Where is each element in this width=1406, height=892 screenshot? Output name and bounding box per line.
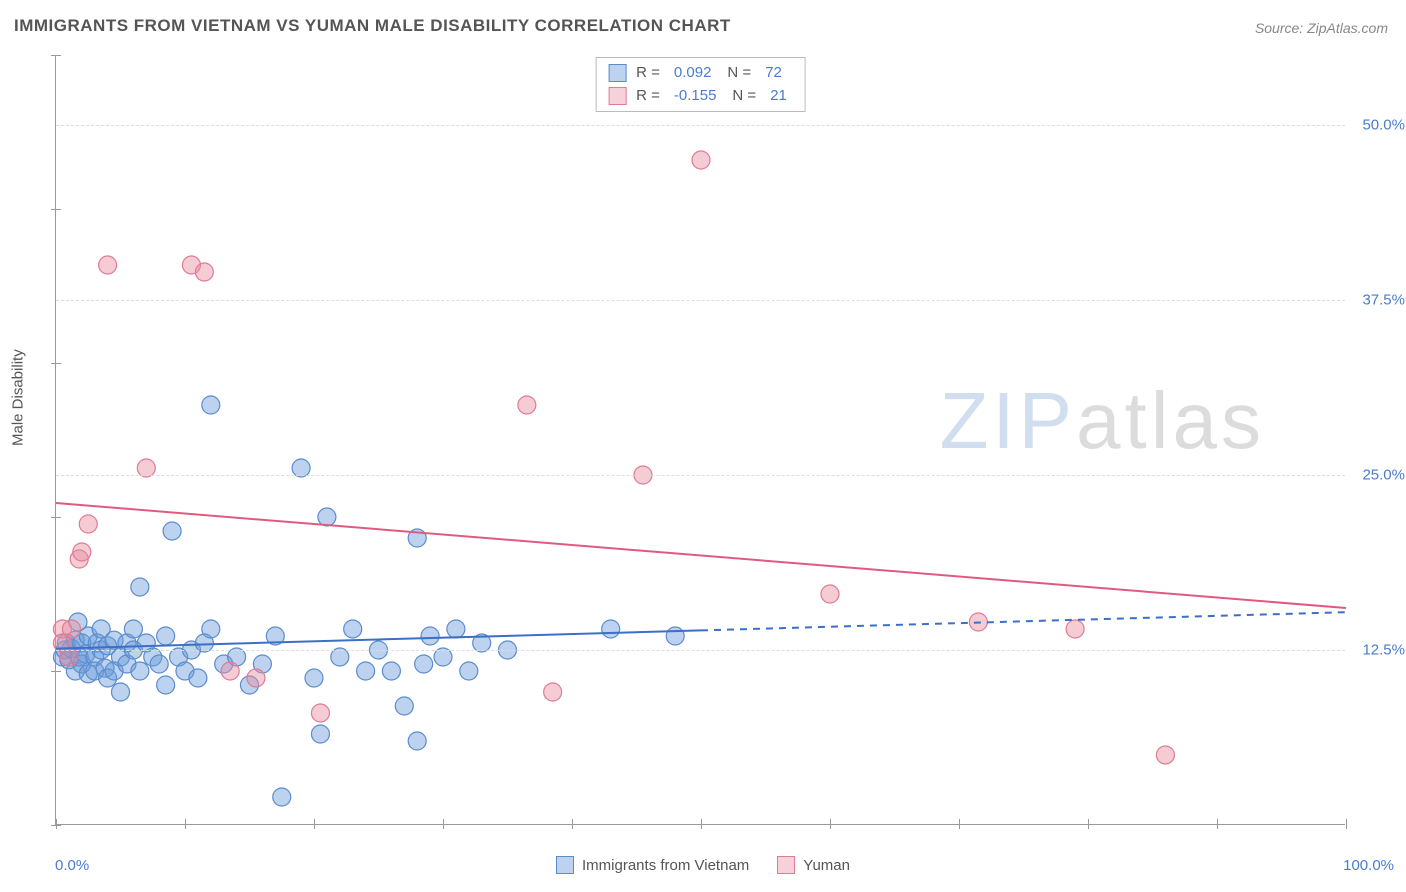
data-point [311, 725, 329, 743]
legend-r-value: 0.092 [674, 62, 712, 85]
x-tick [185, 819, 186, 829]
y-axis-title: Male Disability [10, 349, 27, 446]
legend-r-label: R = [636, 62, 660, 85]
trend-line [56, 503, 1346, 608]
y-tick-label: 37.5% [1362, 292, 1405, 309]
data-point [821, 585, 839, 603]
data-point [311, 704, 329, 722]
data-point [518, 396, 536, 414]
data-point [202, 620, 220, 638]
x-tick [443, 819, 444, 829]
grid-line [56, 650, 1345, 651]
data-point [157, 676, 175, 694]
x-tick [572, 819, 573, 829]
x-tick [701, 819, 702, 829]
data-point [73, 543, 91, 561]
grid-line [56, 475, 1345, 476]
legend-n-label: N = [732, 85, 756, 108]
data-point [344, 620, 362, 638]
y-tick [51, 671, 61, 672]
bottom-legend: Immigrants from Vietnam Yuman [556, 856, 850, 874]
data-point [692, 151, 710, 169]
data-point [221, 662, 239, 680]
data-point [189, 669, 207, 687]
legend-stats-box: R = 0.092 N = 72 R = -0.155 N = 21 [595, 57, 806, 112]
data-point [447, 620, 465, 638]
y-tick [51, 517, 61, 518]
data-point [408, 732, 426, 750]
legend-r-value: -0.155 [674, 85, 717, 108]
x-tick [959, 819, 960, 829]
legend-row: R = 0.092 N = 72 [608, 62, 793, 85]
bottom-legend-label: Immigrants from Vietnam [582, 857, 749, 874]
grid-line [56, 125, 1345, 126]
data-point [1156, 746, 1174, 764]
x-tick [1346, 819, 1347, 829]
data-point [395, 697, 413, 715]
legend-r-label: R = [636, 85, 660, 108]
y-tick-label: 25.0% [1362, 467, 1405, 484]
data-point [305, 669, 323, 687]
y-tick [51, 55, 61, 56]
x-tick [56, 819, 57, 829]
data-point [99, 256, 117, 274]
data-point [421, 627, 439, 645]
y-tick [51, 363, 61, 364]
legend-swatch-pink [777, 856, 795, 874]
y-tick [51, 209, 61, 210]
data-point [195, 263, 213, 281]
data-point [79, 515, 97, 533]
chart-svg [56, 55, 1345, 824]
x-axis-min-label: 0.0% [55, 857, 89, 874]
source-attribution: Source: ZipAtlas.com [1255, 20, 1388, 36]
data-point [544, 683, 562, 701]
y-tick [51, 825, 61, 826]
bottom-legend-item: Immigrants from Vietnam [556, 856, 749, 874]
data-point [62, 620, 80, 638]
data-point [415, 655, 433, 673]
data-point [247, 669, 265, 687]
legend-row: R = -0.155 N = 21 [608, 85, 793, 108]
data-point [131, 578, 149, 596]
x-tick [314, 819, 315, 829]
legend-n-value: 72 [765, 62, 782, 85]
data-point [357, 662, 375, 680]
data-point [124, 620, 142, 638]
x-tick [830, 819, 831, 829]
data-point [202, 396, 220, 414]
bottom-legend-item: Yuman [777, 856, 850, 874]
data-point [131, 662, 149, 680]
data-point [150, 655, 168, 673]
data-point [163, 522, 181, 540]
data-point [273, 788, 291, 806]
legend-n-label: N = [727, 62, 751, 85]
legend-swatch-blue [608, 64, 626, 82]
data-point [602, 620, 620, 638]
data-point [460, 662, 478, 680]
plot-area: R = 0.092 N = 72 R = -0.155 N = 21 ZIPat… [55, 55, 1345, 825]
legend-swatch-pink [608, 87, 626, 105]
data-point [318, 508, 336, 526]
x-tick [1088, 819, 1089, 829]
data-point [666, 627, 684, 645]
data-point [157, 627, 175, 645]
trend-line-dashed [701, 612, 1346, 630]
y-tick-label: 12.5% [1362, 642, 1405, 659]
x-axis-max-label: 100.0% [1343, 857, 1394, 874]
data-point [112, 683, 130, 701]
legend-n-value: 21 [770, 85, 787, 108]
data-point [1066, 620, 1084, 638]
y-tick-label: 50.0% [1362, 117, 1405, 134]
bottom-legend-label: Yuman [803, 857, 850, 874]
legend-swatch-blue [556, 856, 574, 874]
chart-title: IMMIGRANTS FROM VIETNAM VS YUMAN MALE DI… [14, 16, 731, 36]
grid-line [56, 300, 1345, 301]
x-tick [1217, 819, 1218, 829]
data-point [382, 662, 400, 680]
